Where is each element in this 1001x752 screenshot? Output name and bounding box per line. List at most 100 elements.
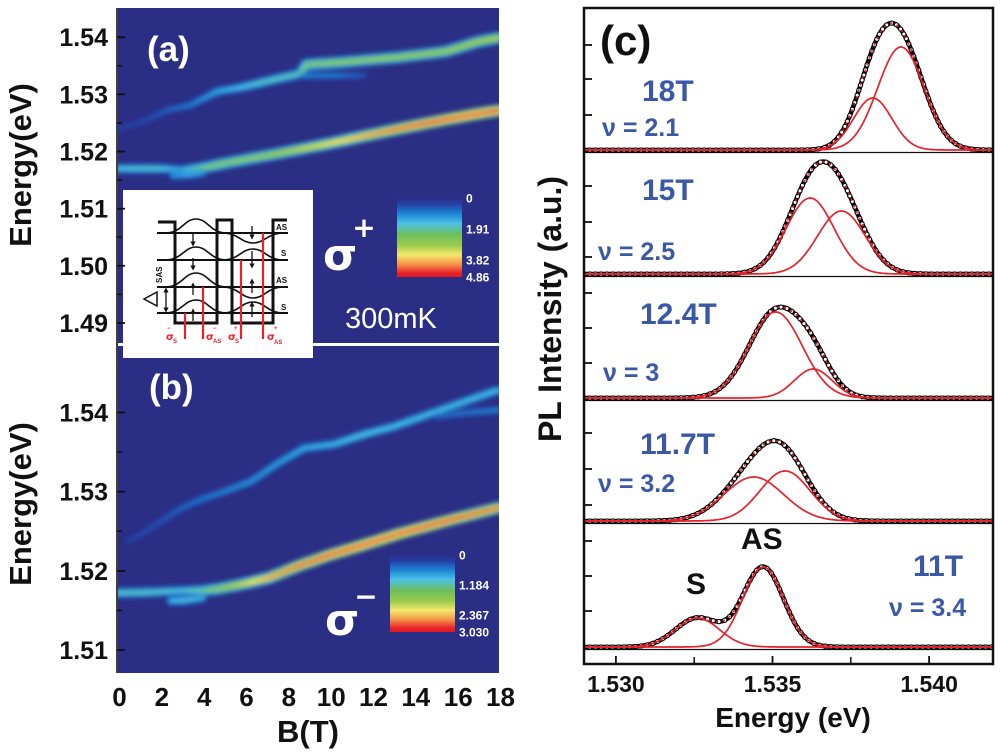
y-tick-label: 1.54 <box>59 24 108 52</box>
spectrum-12.4T <box>585 304 992 401</box>
data-point <box>710 618 716 624</box>
level-label: S <box>281 249 287 258</box>
panel-c: 1.530 1.535 1.540 (c) 18T ν = 2.1 15T ν = … <box>532 6 995 733</box>
colorbar-tick-label: 1.184 <box>459 579 489 593</box>
filling-factor-12.4T: ν = 3 <box>603 359 659 387</box>
data-point <box>778 304 784 310</box>
data-point <box>794 193 801 200</box>
panel-a: (a) σ + 0 1.91 3.82 4.86 300mK <box>118 8 499 343</box>
data-point <box>876 31 882 37</box>
spectra-plot-area <box>585 20 992 650</box>
data-point <box>859 77 865 83</box>
spectrum-11T <box>585 564 992 650</box>
y-tick-label: 1.53 <box>59 81 108 109</box>
transition-label-sup: − <box>213 326 217 332</box>
data-point <box>822 356 828 362</box>
x-tick-label: 16 <box>444 682 473 712</box>
filling-factor-11.7T: ν = 3.2 <box>598 470 675 498</box>
axis-ticks-c: 1.530 1.535 1.540 <box>584 44 958 697</box>
data-point <box>847 193 853 199</box>
data-point <box>829 368 835 374</box>
polarization-sigma-b: σ <box>325 595 359 646</box>
data-point <box>798 466 805 472</box>
peak-label-S: S <box>686 568 706 601</box>
double-well-potential <box>158 218 287 325</box>
ridge-layers-b <box>118 385 499 606</box>
ridge-segment <box>338 59 352 64</box>
x-tick-label: 8 <box>282 682 296 712</box>
y-tick-label: 1.51 <box>59 637 108 665</box>
data-point <box>731 476 738 482</box>
data-point <box>842 123 848 130</box>
fit-total-line <box>585 160 992 275</box>
gap-label: SAS <box>155 266 164 283</box>
filling-factor-18T: ν = 2.1 <box>602 114 679 142</box>
x-tick-label: 0 <box>112 682 126 712</box>
transition-label-sup: + <box>274 326 278 332</box>
ridge-segment <box>488 505 499 512</box>
y-tick-label: 1.49 <box>59 310 108 338</box>
ridge-layer-core <box>118 388 499 603</box>
ridge-upper <box>118 36 499 132</box>
x-tick-label: 1.540 <box>900 671 958 697</box>
x-tick-label: 18 <box>486 682 515 712</box>
spectrum-18T <box>585 20 992 153</box>
level-label: AS <box>276 276 288 285</box>
y-tick-label: 1.53 <box>59 479 108 507</box>
x-tick-label: 1.535 <box>744 671 802 697</box>
y-tick-label: 1.52 <box>59 558 108 586</box>
data-point <box>901 31 907 37</box>
polarization-sigma-a: σ <box>323 230 357 281</box>
transition-label-sub: AS <box>274 340 282 346</box>
data-point <box>792 455 798 461</box>
field-label-18T: 18T <box>642 75 694 108</box>
data-point <box>823 159 829 165</box>
colorbar-tick-label: 0 <box>459 549 466 563</box>
fit-total-line <box>585 439 992 522</box>
fit-component-peak-2 <box>585 210 992 275</box>
field-label-11T: 11T <box>913 550 963 583</box>
ridge-upper <box>127 388 499 542</box>
transition-label: σ <box>228 332 236 343</box>
fit-component-AS <box>585 566 992 648</box>
field-label-15T: 15T <box>642 174 694 207</box>
data-point <box>772 305 779 311</box>
temperature-label: 300mK <box>345 303 438 335</box>
transition-label-sup: + <box>234 326 238 332</box>
wavefunction <box>164 246 228 261</box>
colorbar-tick-label: 3.030 <box>459 626 489 640</box>
x-tick-label: 12 <box>359 682 388 712</box>
panel-label-b: (b) <box>149 368 194 407</box>
x-axis-ticks-b: 0 2 4 6 8 10 12 14 16 18 <box>112 682 515 712</box>
x-tick-label: 10 <box>317 682 346 712</box>
peak-label-AS: AS <box>741 523 783 556</box>
colorbar-tick-label: 3.82 <box>466 254 490 268</box>
colorbar-tick-label: 1.91 <box>466 223 490 237</box>
colorbar-labels-a: 0 1.91 3.82 4.86 <box>466 192 490 285</box>
data-point <box>825 362 832 368</box>
y-tick-label: 1.51 <box>59 196 108 224</box>
ridge-layers-a <box>118 31 499 181</box>
transition-label: σ <box>267 332 275 343</box>
filling-factor-11T: ν = 3.4 <box>889 594 966 622</box>
fit-component-peak-2 <box>585 470 992 522</box>
x-tick-label: 6 <box>239 682 253 712</box>
colorbar-b <box>390 555 455 632</box>
ridge-segment <box>378 56 392 61</box>
ridge-segment <box>493 108 499 113</box>
wavefunction <box>221 286 285 299</box>
x-tick-label: 2 <box>155 682 169 712</box>
panel-label-c: (c) <box>600 17 651 64</box>
transition-label-sub: S <box>173 339 177 345</box>
panel-label-a: (a) <box>147 30 190 69</box>
polarization-sign-a: + <box>352 211 375 244</box>
wavefunction <box>221 248 285 261</box>
data-point <box>797 188 803 194</box>
inset-level-diagram: AS S AS S SAS σ − S σ − AS σ + S σ + AS <box>123 190 313 358</box>
x-tick-label: 4 <box>197 682 212 712</box>
colorbar-tick-label: 0 <box>466 192 473 206</box>
spin-arrows <box>190 226 255 321</box>
data-point <box>795 460 801 466</box>
wavefunction <box>164 299 228 314</box>
